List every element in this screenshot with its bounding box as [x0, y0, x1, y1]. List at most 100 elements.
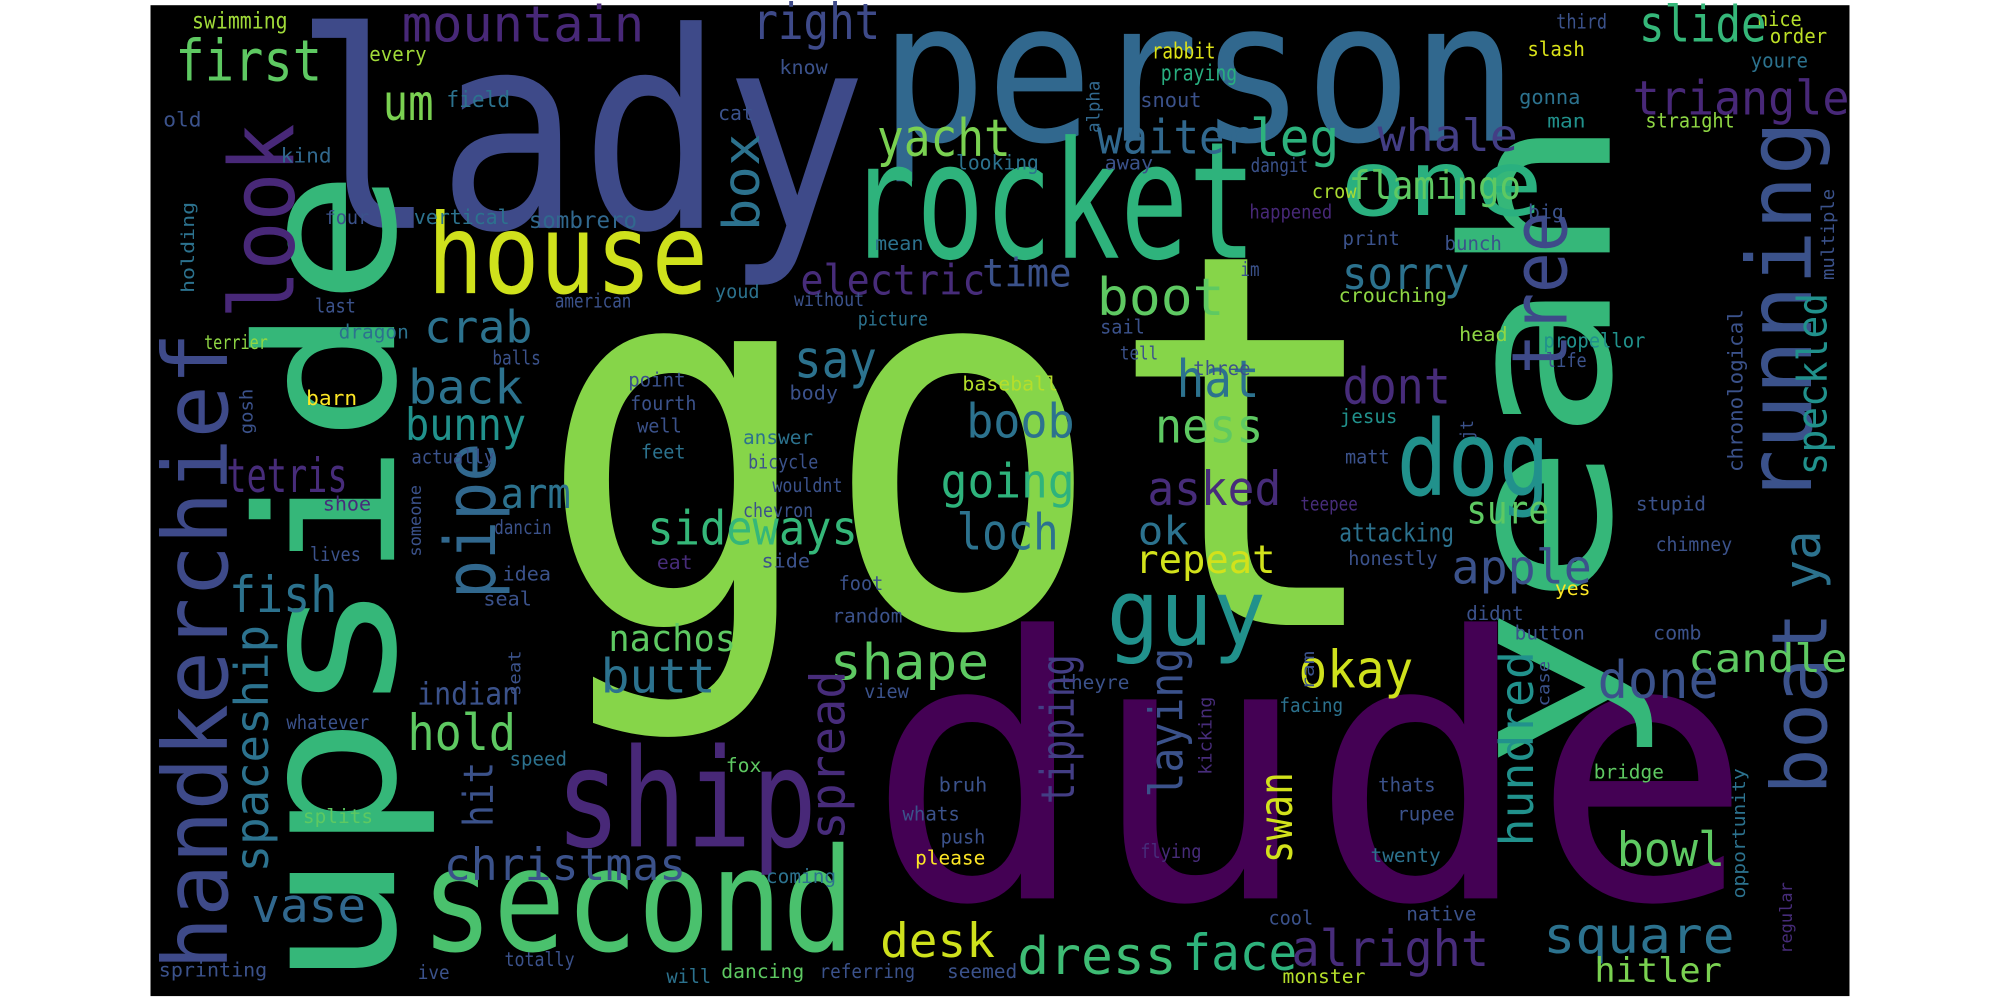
word: happened	[1249, 201, 1332, 224]
word: point	[628, 369, 685, 392]
word: yeah	[1421, 114, 1659, 772]
word: cool	[1268, 906, 1313, 929]
word: hat	[1177, 350, 1260, 411]
word: apple	[1452, 540, 1592, 595]
word: electric	[800, 256, 985, 304]
word: arm	[501, 469, 571, 517]
word: looking	[956, 150, 1039, 174]
word: foot	[839, 572, 884, 595]
word: answer	[743, 426, 813, 449]
word: praying	[1161, 62, 1238, 87]
word: person	[880, 0, 1518, 187]
word: tree	[1496, 212, 1585, 375]
word: third	[1556, 9, 1607, 33]
word: shape	[830, 634, 989, 692]
word: teepee	[1300, 492, 1357, 515]
word: know	[779, 56, 828, 79]
word: crab	[424, 302, 532, 354]
word: ok	[1138, 509, 1189, 554]
word: upside	[217, 169, 440, 989]
word: sorry	[1342, 249, 1470, 301]
word: swimming	[192, 7, 288, 34]
word: vase	[251, 878, 366, 933]
word: boat	[1756, 612, 1845, 794]
word: butt	[601, 649, 716, 704]
word: sombrero	[529, 207, 637, 234]
word: jesus	[1340, 405, 1397, 428]
cloud-background	[150, 5, 1850, 997]
word: lives	[310, 543, 361, 566]
word: twenty	[1371, 844, 1441, 867]
word: yacht	[877, 109, 1011, 170]
word: going	[941, 454, 1075, 509]
word: boot	[1097, 268, 1225, 329]
word: thats	[1378, 773, 1435, 796]
word: print	[1342, 227, 1399, 250]
word: american	[555, 289, 632, 312]
word: seat	[505, 650, 525, 696]
word: actually	[411, 445, 494, 468]
word: dangit	[1251, 154, 1308, 177]
word: chronological	[1724, 309, 1748, 472]
word: gosh	[237, 389, 258, 435]
word: um	[383, 74, 434, 132]
word: seemed	[947, 960, 1017, 983]
word: alpha	[1084, 81, 1105, 133]
word: kicking	[1196, 697, 1217, 775]
word: face	[1182, 925, 1297, 983]
word: candle	[1688, 637, 1847, 682]
word: cat	[718, 101, 754, 125]
word: dress	[1017, 926, 1176, 987]
word: rabbit	[1152, 39, 1216, 64]
word: boob	[966, 394, 1074, 449]
word: whale	[1378, 111, 1518, 163]
word: box	[712, 133, 771, 231]
word: back	[408, 360, 523, 415]
word: four	[325, 208, 370, 229]
word: barn	[306, 386, 357, 410]
word: dont	[1342, 358, 1450, 416]
word: youd	[715, 282, 760, 303]
word: loch	[957, 504, 1059, 562]
word: splits	[303, 805, 373, 828]
word: three	[1193, 357, 1250, 380]
word: say	[794, 330, 877, 391]
word: waiter	[1097, 110, 1250, 165]
word: side	[761, 550, 809, 573]
word: hit	[455, 762, 503, 827]
word: propellor	[1543, 328, 1645, 352]
word: dragon	[339, 320, 409, 343]
word: idea	[503, 563, 551, 586]
word: push	[941, 826, 986, 849]
word: seal	[483, 587, 531, 610]
word: bunny	[405, 400, 526, 452]
word: mountain	[402, 0, 644, 54]
word: running	[1729, 120, 1833, 504]
word: sure	[1466, 488, 1549, 533]
word: snout	[1140, 88, 1201, 112]
word: sideways	[647, 501, 857, 556]
word: yes	[1555, 577, 1591, 600]
word: rocket	[848, 106, 1256, 296]
word: okay	[1298, 640, 1413, 701]
word: field	[446, 88, 510, 113]
word: guy	[1107, 561, 1266, 667]
word: will	[666, 965, 711, 988]
word: slash	[1527, 37, 1584, 61]
word: rupee	[1397, 802, 1454, 825]
word: opportunity	[1729, 768, 1750, 898]
word: fourth	[630, 392, 696, 415]
word: big	[1528, 201, 1564, 224]
word: dog	[1397, 399, 1550, 520]
word: old	[163, 107, 201, 131]
word: tipping	[1031, 654, 1084, 804]
word: alright	[1291, 921, 1489, 979]
word: bowl	[1617, 822, 1725, 877]
word: ya	[1774, 531, 1833, 590]
word: case	[1534, 661, 1554, 707]
word: asked	[1147, 462, 1281, 517]
word: laying	[1140, 648, 1193, 798]
word: balls	[492, 346, 540, 369]
word: chevron	[743, 499, 813, 522]
word: indian	[417, 676, 519, 712]
